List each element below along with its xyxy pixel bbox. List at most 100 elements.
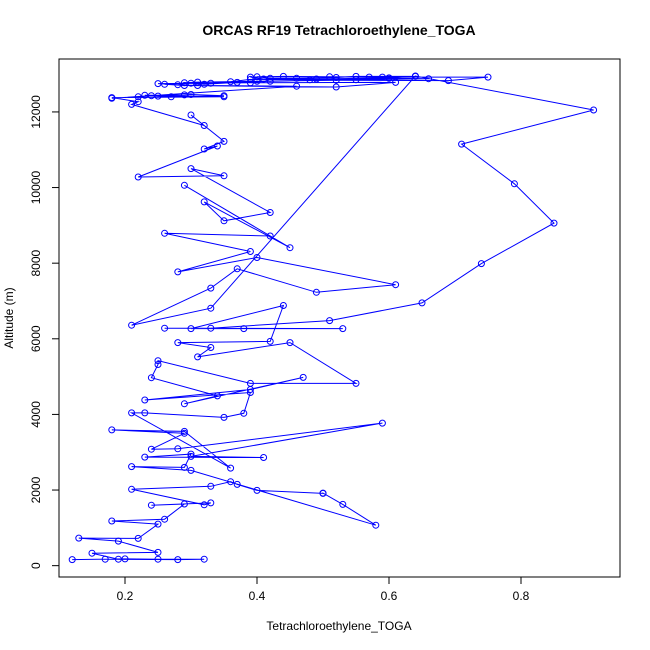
data-point xyxy=(180,181,188,189)
data-point xyxy=(154,520,162,528)
data-point xyxy=(233,78,241,86)
data-point xyxy=(240,409,248,417)
data-point xyxy=(180,427,188,435)
data-point xyxy=(550,219,558,227)
data-point xyxy=(286,244,294,252)
data-point xyxy=(200,122,208,129)
data-point xyxy=(161,324,169,332)
data-point xyxy=(134,98,142,106)
data-point xyxy=(352,72,360,80)
data-point xyxy=(194,78,202,86)
data-point xyxy=(590,106,598,114)
y-tick-label: 4000 xyxy=(29,401,43,428)
data-point xyxy=(141,409,149,417)
data-point xyxy=(279,72,287,80)
x-tick-label: 0.4 xyxy=(249,589,266,603)
data-point xyxy=(68,556,76,564)
data-point xyxy=(260,75,268,83)
data-point xyxy=(174,339,182,347)
data-point xyxy=(266,209,274,216)
data-point xyxy=(411,72,419,80)
data-point xyxy=(392,78,400,86)
data-point xyxy=(167,93,175,101)
data-point xyxy=(108,517,116,525)
y-tick-label: 8000 xyxy=(29,250,43,277)
data-point xyxy=(352,379,360,387)
data-point xyxy=(220,172,228,180)
data-point xyxy=(128,485,136,493)
data-point xyxy=(108,94,116,102)
data-point xyxy=(378,73,386,81)
data-point xyxy=(180,463,188,471)
chart-title: ORCAS RF19 Tetrachloroethylene_TOGA xyxy=(202,22,475,38)
series-line xyxy=(72,75,594,561)
series-points xyxy=(68,72,598,564)
x-tick-label: 0.6 xyxy=(381,589,398,603)
data-point xyxy=(326,73,334,81)
data-point xyxy=(484,73,492,81)
data-point xyxy=(174,445,182,453)
data-point xyxy=(147,501,155,509)
data-point xyxy=(510,180,518,188)
data-point xyxy=(227,464,235,472)
data-point xyxy=(114,537,122,545)
data-point xyxy=(128,321,136,329)
data-point xyxy=(319,489,327,497)
data-point xyxy=(154,80,162,88)
data-point xyxy=(213,392,221,400)
data-point xyxy=(444,77,452,85)
data-point xyxy=(279,302,287,309)
data-point xyxy=(266,74,274,82)
data-point xyxy=(174,268,182,276)
data-point xyxy=(187,111,195,119)
y-axis: 0 2000 4000 6000 8000 10000 12000 xyxy=(29,95,60,569)
data-point xyxy=(246,73,254,81)
data-point xyxy=(161,80,169,88)
data-point xyxy=(312,75,320,83)
plot-frame xyxy=(58,58,621,578)
data-point xyxy=(180,500,188,508)
data-point xyxy=(180,91,188,99)
data-point xyxy=(174,556,182,564)
data-point xyxy=(246,389,254,396)
data-point xyxy=(246,248,254,255)
y-axis-label: Altitude (m) xyxy=(2,287,16,348)
data-point xyxy=(240,325,248,333)
data-point xyxy=(200,501,208,509)
data-point xyxy=(154,555,162,563)
data-point xyxy=(418,299,426,307)
data-point xyxy=(141,91,149,99)
data-point xyxy=(194,82,202,89)
data-point xyxy=(161,229,169,237)
data-point xyxy=(154,361,162,368)
data-point xyxy=(147,445,155,453)
x-axis-label: Tetrachloroethylene_TOGA xyxy=(266,619,411,633)
y-tick-label: 6000 xyxy=(29,325,43,352)
data-point xyxy=(180,79,188,87)
data-point xyxy=(220,137,228,145)
data-point xyxy=(187,325,195,333)
data-point xyxy=(180,429,188,437)
data-point xyxy=(458,140,466,148)
data-point xyxy=(312,288,320,296)
data-point xyxy=(266,77,274,85)
data-point xyxy=(220,92,228,100)
data-point xyxy=(187,79,195,87)
data-point xyxy=(477,260,485,268)
data-point xyxy=(306,76,314,84)
data-point xyxy=(141,396,149,404)
data-point xyxy=(392,281,400,289)
data-point xyxy=(180,82,188,89)
x-tick-label: 0.8 xyxy=(513,589,530,603)
data-point xyxy=(253,73,261,81)
data-point xyxy=(213,142,221,150)
data-point xyxy=(134,534,142,542)
data-point xyxy=(286,339,294,347)
data-point xyxy=(332,74,340,81)
data-point xyxy=(339,500,347,508)
data-point xyxy=(88,549,96,557)
data-point xyxy=(266,337,274,345)
data-point xyxy=(187,165,195,173)
x-tick-label: 0.2 xyxy=(117,589,134,603)
data-point xyxy=(220,413,228,421)
